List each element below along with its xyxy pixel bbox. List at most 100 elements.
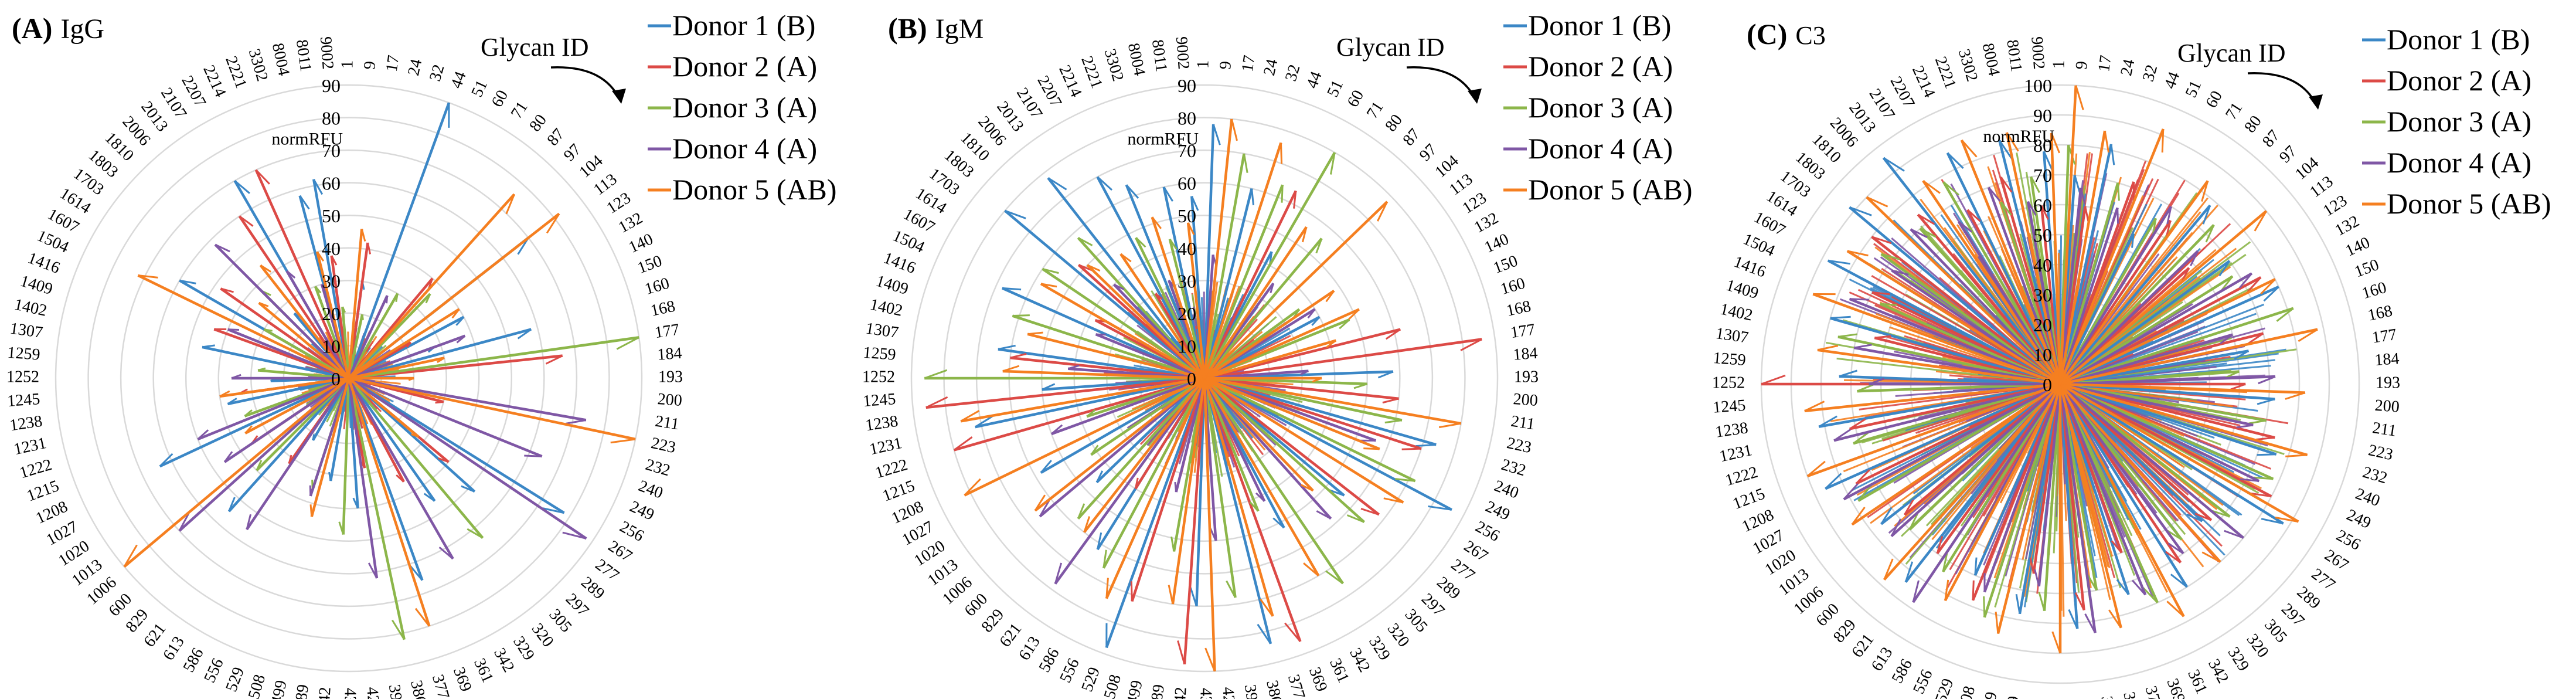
radial-tick-label: 90 bbox=[1178, 75, 1196, 96]
spike bbox=[348, 377, 454, 560]
spike-edge bbox=[197, 429, 209, 440]
series-donor-5-ab- bbox=[123, 193, 636, 627]
radial-tick-label: 30 bbox=[1178, 270, 1196, 291]
spike-edge bbox=[2111, 540, 2122, 554]
spike-edge bbox=[2087, 574, 2098, 591]
spike bbox=[1983, 384, 2062, 593]
spike bbox=[1090, 377, 1206, 456]
spike bbox=[1203, 201, 1389, 379]
radial-tick-label: 0 bbox=[331, 368, 341, 389]
spike bbox=[347, 314, 364, 379]
spike-edge bbox=[1272, 517, 1285, 529]
spike-edge bbox=[1231, 118, 1238, 141]
spike-edge bbox=[545, 355, 563, 365]
spike bbox=[1203, 190, 1297, 379]
angular-tick-label: 1402 bbox=[1719, 300, 1754, 325]
angular-tick-label: 377 bbox=[2142, 684, 2166, 699]
angular-tick-label: 51 bbox=[2182, 78, 2206, 100]
spike-edge bbox=[1226, 580, 1236, 598]
spike bbox=[347, 102, 451, 379]
spike-edge bbox=[123, 544, 138, 568]
spike-edge bbox=[1871, 236, 1892, 245]
angular-tick-label: 1416 bbox=[1731, 253, 1768, 281]
spike-edge bbox=[610, 438, 636, 444]
spike-edge bbox=[2165, 551, 2182, 564]
angular-tick-label: 150 bbox=[2352, 256, 2381, 281]
spike-edge bbox=[2218, 260, 2231, 277]
angular-tick-label: 17 bbox=[383, 54, 403, 73]
spike-edge bbox=[1922, 180, 1941, 194]
angular-tick-label: 586 bbox=[1888, 656, 1916, 687]
spike-edge bbox=[1855, 469, 1870, 484]
angular-tick-label: 240 bbox=[636, 477, 665, 503]
spike-edge bbox=[1255, 492, 1265, 502]
spike bbox=[1204, 376, 1416, 483]
angular-tick-label: 1259 bbox=[1713, 349, 1747, 369]
spike-edge bbox=[1209, 527, 1217, 541]
spike bbox=[1171, 378, 1206, 605]
spike-edge bbox=[223, 451, 233, 463]
spike-edge bbox=[2190, 250, 2199, 266]
spike bbox=[347, 378, 359, 508]
angular-tick-label: 1231 bbox=[1718, 441, 1754, 466]
series-donor-1-b- bbox=[974, 124, 1452, 649]
spike bbox=[1134, 377, 1206, 490]
spike bbox=[227, 376, 349, 406]
spike bbox=[1203, 118, 1233, 379]
spike-edge bbox=[438, 547, 454, 560]
spike-edge bbox=[1097, 532, 1102, 550]
angular-tick-label: 71 bbox=[2222, 99, 2246, 123]
direction-arrowhead bbox=[612, 89, 626, 104]
spike-edge bbox=[2170, 574, 2188, 588]
spike-edge bbox=[1329, 489, 1345, 497]
spike bbox=[1203, 188, 1253, 379]
spike-edge bbox=[2212, 510, 2230, 518]
spike bbox=[348, 193, 516, 379]
spike-edge bbox=[2258, 375, 2276, 385]
spike-edge bbox=[1204, 647, 1216, 672]
spike bbox=[1203, 378, 1272, 644]
spike-edge bbox=[1189, 587, 1197, 607]
spike bbox=[1004, 209, 1206, 379]
panel-title-text: C3 bbox=[1795, 21, 1825, 50]
spike bbox=[348, 293, 399, 379]
spike-edge bbox=[244, 425, 253, 434]
angular-tick-label: 80 bbox=[2241, 112, 2265, 136]
spike bbox=[1002, 369, 1205, 380]
series-donor-4-a- bbox=[1833, 186, 2276, 633]
spike bbox=[1105, 378, 1206, 649]
angular-tick-label: 432 bbox=[1197, 688, 1215, 699]
angular-tick-label: 421 bbox=[2075, 698, 2095, 699]
spike-edge bbox=[2260, 279, 2276, 295]
spike-edge bbox=[1853, 432, 1869, 444]
spike bbox=[223, 377, 350, 463]
spike-edge bbox=[1047, 177, 1067, 191]
spike bbox=[1195, 378, 1206, 606]
spike-edge bbox=[1360, 508, 1380, 516]
spike bbox=[1849, 206, 2061, 385]
spike-edge bbox=[1077, 503, 1085, 520]
spike bbox=[2059, 383, 2184, 555]
spike bbox=[1882, 157, 2061, 385]
angular-tick-label: 223 bbox=[2367, 441, 2395, 464]
angular-tick-label: 1 bbox=[338, 60, 356, 69]
spike-edge bbox=[2050, 133, 2061, 154]
spike-edge bbox=[2238, 273, 2252, 289]
spike-edge bbox=[2285, 392, 2306, 400]
spike-edge bbox=[2202, 205, 2211, 225]
spike bbox=[259, 264, 350, 379]
radial-axis-label: normRFU bbox=[271, 130, 343, 149]
spike bbox=[1942, 181, 2061, 385]
spike-edge bbox=[1854, 344, 1872, 349]
angular-tick-label: 80 bbox=[1381, 111, 1406, 135]
spike bbox=[197, 376, 349, 441]
spike bbox=[2050, 133, 2062, 385]
direction-arrow bbox=[550, 66, 621, 101]
spike-edge bbox=[1155, 293, 1163, 300]
spike-edge bbox=[1151, 216, 1162, 229]
angular-tick-label: 1252 bbox=[862, 368, 895, 386]
spike-edge bbox=[1761, 374, 1786, 385]
radial-tick-label: 10 bbox=[322, 335, 341, 357]
spike-edge bbox=[924, 369, 948, 379]
